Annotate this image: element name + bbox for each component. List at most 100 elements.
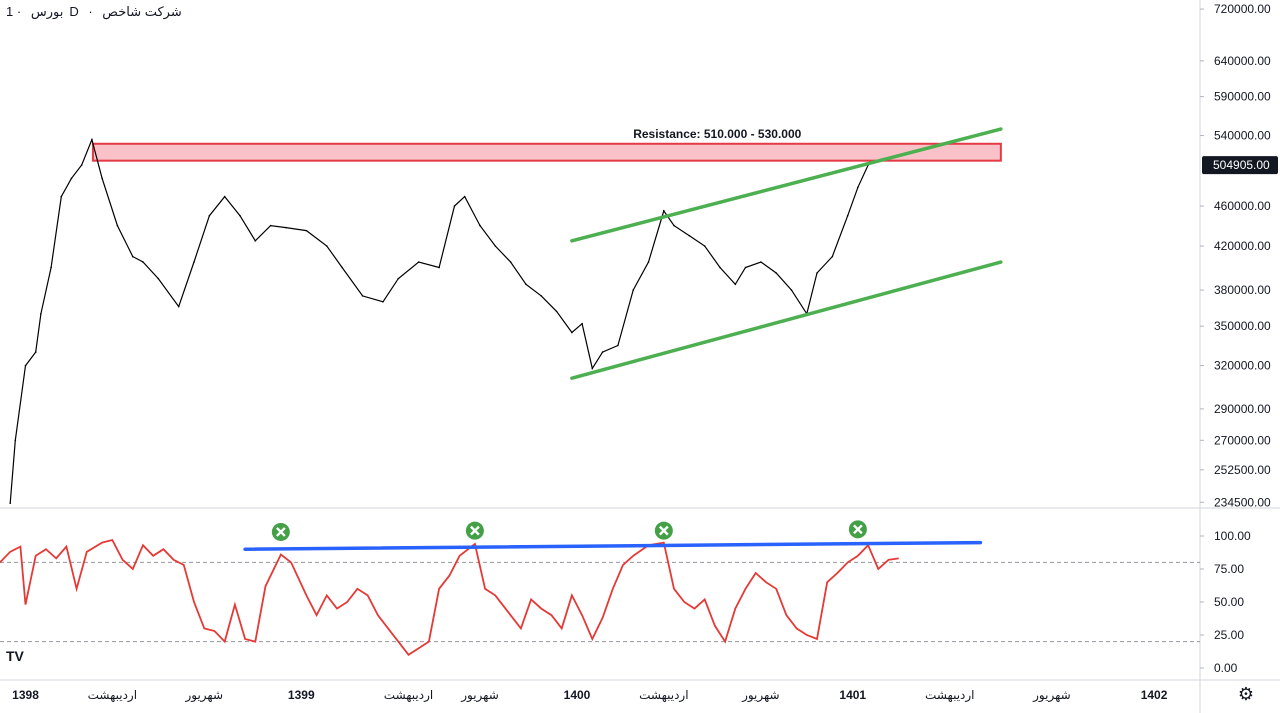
price-point <box>382 300 384 303</box>
price-tick-label: 640000.00 <box>1214 54 1271 68</box>
price-point <box>775 272 777 274</box>
price-point <box>617 344 619 347</box>
price-point <box>34 351 37 353</box>
price-point <box>601 351 604 353</box>
time-axis-label: شهریور <box>460 688 499 703</box>
price-point <box>463 195 466 198</box>
oscillator-tick-label: 50.00 <box>1214 595 1244 609</box>
header-title: شرکت شاخص <box>102 4 182 19</box>
tradingview-logo: TV <box>6 648 24 664</box>
header-symbol[interactable]: بورس <box>30 4 64 19</box>
price-point <box>555 310 558 313</box>
cross-circle-icon <box>848 520 867 539</box>
price-point <box>703 245 706 247</box>
price-point <box>581 322 583 325</box>
price-point <box>744 266 747 269</box>
price-point <box>40 313 42 315</box>
cross-circle-icon <box>465 521 484 540</box>
price-point <box>157 277 160 280</box>
time-axis-label: 1401 <box>839 688 866 702</box>
price-tick-label: 350000.00 <box>1214 319 1271 333</box>
price-point <box>177 305 180 308</box>
last-price-badge <box>1202 156 1278 175</box>
price-point <box>663 210 665 212</box>
price-point <box>223 195 226 198</box>
price-point <box>193 261 195 263</box>
price-point <box>632 289 634 291</box>
time-axis-label: 1400 <box>564 688 591 702</box>
price-point <box>790 289 793 291</box>
price-point <box>688 234 691 237</box>
price-tick-label: 420000.00 <box>1214 239 1271 253</box>
price-tick-label: 720000.00 <box>1214 2 1271 16</box>
price-point <box>760 261 762 263</box>
resistance-annotation: Resistance: 510.000 - 530.000 <box>633 127 801 141</box>
price-point <box>80 164 83 166</box>
header-dot-2: · <box>88 4 93 19</box>
header-interval[interactable]: 1D <box>6 4 79 19</box>
time-axis-label: شهریور <box>1032 688 1071 703</box>
price-point <box>60 195 63 198</box>
price-tick-label: 234500.00 <box>1214 495 1271 509</box>
price-point <box>846 214 849 217</box>
price-point <box>70 177 73 180</box>
price-tick-label: 270000.00 <box>1214 433 1271 447</box>
price-point <box>647 261 650 263</box>
price-series-line[interactable] <box>9 137 869 504</box>
price-tick-label: 252500.00 <box>1214 463 1271 477</box>
price-point <box>326 245 328 247</box>
oscillator-tick-label: 0.00 <box>1214 661 1238 675</box>
marker-cross <box>276 527 286 537</box>
header-dot: · <box>16 4 22 19</box>
price-point <box>857 186 859 189</box>
price-point <box>591 367 594 370</box>
last-price-label: 504905.00 <box>1213 158 1270 172</box>
price-point <box>571 331 573 334</box>
price-point <box>101 177 103 180</box>
time-axis-label: اردیبهشت <box>384 688 433 703</box>
time-axis-label: شهریور <box>184 688 223 703</box>
time-axis-label: 1399 <box>288 688 315 702</box>
price-point <box>269 224 272 227</box>
price-point <box>816 272 818 274</box>
oscillator-trendline[interactable] <box>243 540 983 551</box>
channel-lower-trendline[interactable] <box>570 260 1003 380</box>
price-point <box>305 229 308 232</box>
oscillator-tick-label: 100.00 <box>1214 529 1251 543</box>
oscillator-tick-label: 25.00 <box>1214 628 1244 642</box>
cross-circle-icon <box>271 522 290 541</box>
price-tick-label: 380000.00 <box>1214 283 1271 297</box>
price-point <box>453 205 456 207</box>
price-point <box>673 224 675 227</box>
price-point <box>719 266 721 269</box>
price-tick-label: 590000.00 <box>1214 90 1271 104</box>
price-point <box>91 138 93 141</box>
price-tick-label: 460000.00 <box>1214 199 1271 213</box>
price-tick-label: 290000.00 <box>1214 402 1271 416</box>
price-tick-label: 320000.00 <box>1214 359 1271 373</box>
marker-cross <box>658 525 669 536</box>
time-axis-label: اردیبهشت <box>88 688 137 703</box>
price-point <box>494 245 497 247</box>
price-point <box>438 266 440 269</box>
price-point <box>361 295 364 297</box>
price-point <box>14 439 17 442</box>
oscillator-tick-label: 75.00 <box>1214 562 1244 576</box>
price-axis: 720000.00 640000.00 590000.00 540000.00 4600… <box>1200 2 1278 509</box>
price-point <box>208 214 211 217</box>
price-point <box>50 266 52 269</box>
oscillator-series-line[interactable] <box>0 538 899 657</box>
resistance-zone[interactable] <box>91 142 1002 162</box>
cross-circle-icon <box>654 521 673 540</box>
time-axis-label: 1402 <box>1141 688 1168 702</box>
channel-upper-trendline[interactable] <box>570 127 1003 243</box>
price-point <box>254 240 257 242</box>
marker-cross <box>470 525 480 536</box>
price-panel[interactable]: Resistance: 510.000 - 530.000 <box>9 127 1003 505</box>
price-point <box>131 255 134 258</box>
gear-icon[interactable]: ⚙ <box>1237 684 1254 704</box>
price-point <box>397 277 400 280</box>
oscillator-panel[interactable] <box>0 520 1200 657</box>
time-axis: 1398 اردیبهشت شهریور 1399 اردیبهشت شهریور 1400… <box>12 688 1168 703</box>
